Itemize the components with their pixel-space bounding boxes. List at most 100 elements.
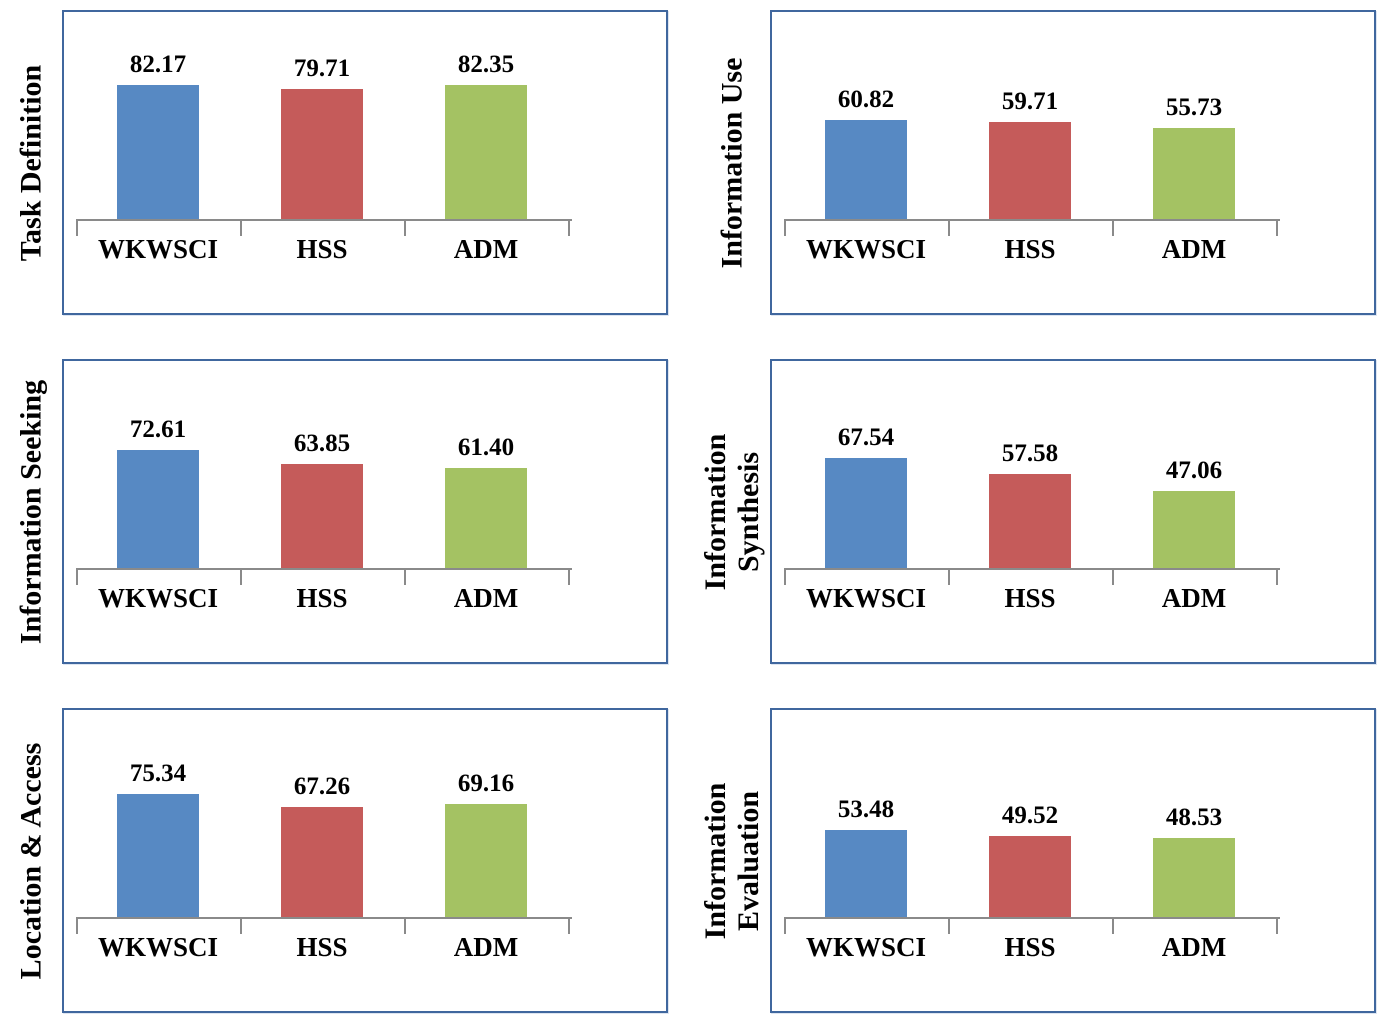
chart-title-zone: Task Definition [0,10,62,315]
x-axis-tick [784,917,786,934]
chart-title: Information Seeking [15,379,48,643]
category-label: HSS [1004,234,1056,264]
chart-cell: Location & Access 75.34 WKWSCI 67.26 HSS 69.1… [0,708,693,1013]
x-axis-line [76,917,572,919]
chart-cell: Information Use 60.82 WKWSCI 59.71 HSS 55.73 A… [693,10,1385,315]
chart-title-line: Information Use [715,57,748,268]
category-label: WKWSCI [805,234,927,264]
chart-plot-box: 53.48 WKWSCI 49.52 HSS 48.53 ADM [770,708,1376,1013]
bar-hss [281,89,363,219]
x-axis-tick [404,917,406,934]
bar-adm [445,85,527,219]
x-axis-tick [568,568,570,585]
bar-hss [281,464,363,568]
bar-value-label: 60.82 [837,86,895,113]
bar-adm [1153,128,1235,219]
bar-value-label: 79.71 [293,55,351,82]
chart-title-zone: Information Seeking [0,359,62,664]
category-label: ADM [1161,583,1227,613]
bar-value-label: 72.61 [129,416,187,443]
x-axis-tick [404,219,406,236]
bar-adm [445,468,527,568]
chart-title: Task Definition [15,64,48,260]
chart-title-zone: Information Evaluation [693,708,770,1013]
x-axis-tick [568,917,570,934]
x-axis-tick [240,219,242,236]
x-axis-tick [76,917,78,934]
bar-hss [989,474,1071,568]
chart-title-line: Information [698,782,732,939]
category-label: ADM [453,583,519,613]
x-axis-tick [948,219,950,236]
bar-wkwsci [825,120,907,219]
bar-value-label: 49.52 [1001,802,1059,829]
x-axis-line [784,219,1280,221]
bar-value-label: 63.85 [293,430,351,457]
category-label: HSS [1004,932,1056,962]
category-label: HSS [296,932,348,962]
chart-plot-box: 67.54 WKWSCI 57.58 HSS 47.06 ADM [770,359,1376,664]
bar-value-label: 59.71 [1001,88,1059,115]
category-label: ADM [1161,234,1227,264]
chart-plot-box: 82.17 WKWSCI 79.71 HSS 82.35 ADM [62,10,668,315]
bar-value-label: 48.53 [1165,804,1223,831]
chart-title-line: Information Seeking [14,379,48,644]
bar-hss [989,122,1071,219]
bar-adm [1153,838,1235,917]
chart-cell: Information Synthesis 67.54 WKWSCI 57.58 HSS 4… [693,359,1385,664]
bar-value-label: 47.06 [1165,457,1223,484]
bar-value-label: 67.54 [837,424,895,451]
category-label: ADM [1161,932,1227,962]
x-axis-tick [404,568,406,585]
chart-plot-box: 75.34 WKWSCI 67.26 HSS 69.16 ADM [62,708,668,1013]
category-label: ADM [453,234,519,264]
bar-wkwsci [117,794,199,917]
chart-cell: Information Evaluation 53.48 WKWSCI 49.52 HSS… [693,708,1385,1013]
x-axis-line [784,568,1280,570]
category-label: HSS [296,234,348,264]
x-axis-tick [568,219,570,236]
chart-title-line: Task Definition [14,64,48,261]
x-axis-line [784,917,1280,919]
x-axis-tick [948,568,950,585]
category-label: ADM [453,932,519,962]
chart-title-zone: Location & Access [0,708,62,1013]
bar-wkwsci [825,830,907,917]
chart-title-line: Synthesis [731,451,765,572]
x-axis-tick [1112,219,1114,236]
chart-title-line: Evaluation [731,790,765,931]
x-axis-tick [1276,568,1278,585]
chart-cell: Task Definition 82.17 WKWSCI 79.71 HSS 82.35 A… [0,10,693,315]
bar-hss [281,807,363,917]
bar-value-label: 61.40 [457,434,515,461]
category-label: HSS [296,583,348,613]
chart-plot-box: 72.61 WKWSCI 63.85 HSS 61.40 ADM [62,359,668,664]
x-axis-tick [240,568,242,585]
bar-wkwsci [825,458,907,568]
bar-value-label: 53.48 [837,796,895,823]
x-axis-tick [948,917,950,934]
bar-value-label: 57.58 [1001,440,1059,467]
x-axis-tick [1112,917,1114,934]
bar-value-label: 55.73 [1165,94,1223,121]
bar-value-label: 82.17 [129,51,187,78]
chart-title-zone: Information Use [693,10,770,315]
chart-title-line: Location & Access [14,742,48,979]
chart-title: Information Evaluation [699,782,765,939]
chart-plot-box: 60.82 WKWSCI 59.71 HSS 55.73 ADM [770,10,1376,315]
category-label: WKWSCI [97,234,219,264]
chart-title: Location & Access [15,742,48,979]
category-label: WKWSCI [97,932,219,962]
bar-adm [1153,491,1235,568]
bar-value-label: 82.35 [457,51,515,78]
category-label: WKWSCI [97,583,219,613]
x-axis-line [76,568,572,570]
category-label: WKWSCI [805,583,927,613]
category-label: WKWSCI [805,932,927,962]
x-axis-tick [1276,917,1278,934]
x-axis-line [76,219,572,221]
bar-wkwsci [117,450,199,568]
category-label: HSS [1004,583,1056,613]
